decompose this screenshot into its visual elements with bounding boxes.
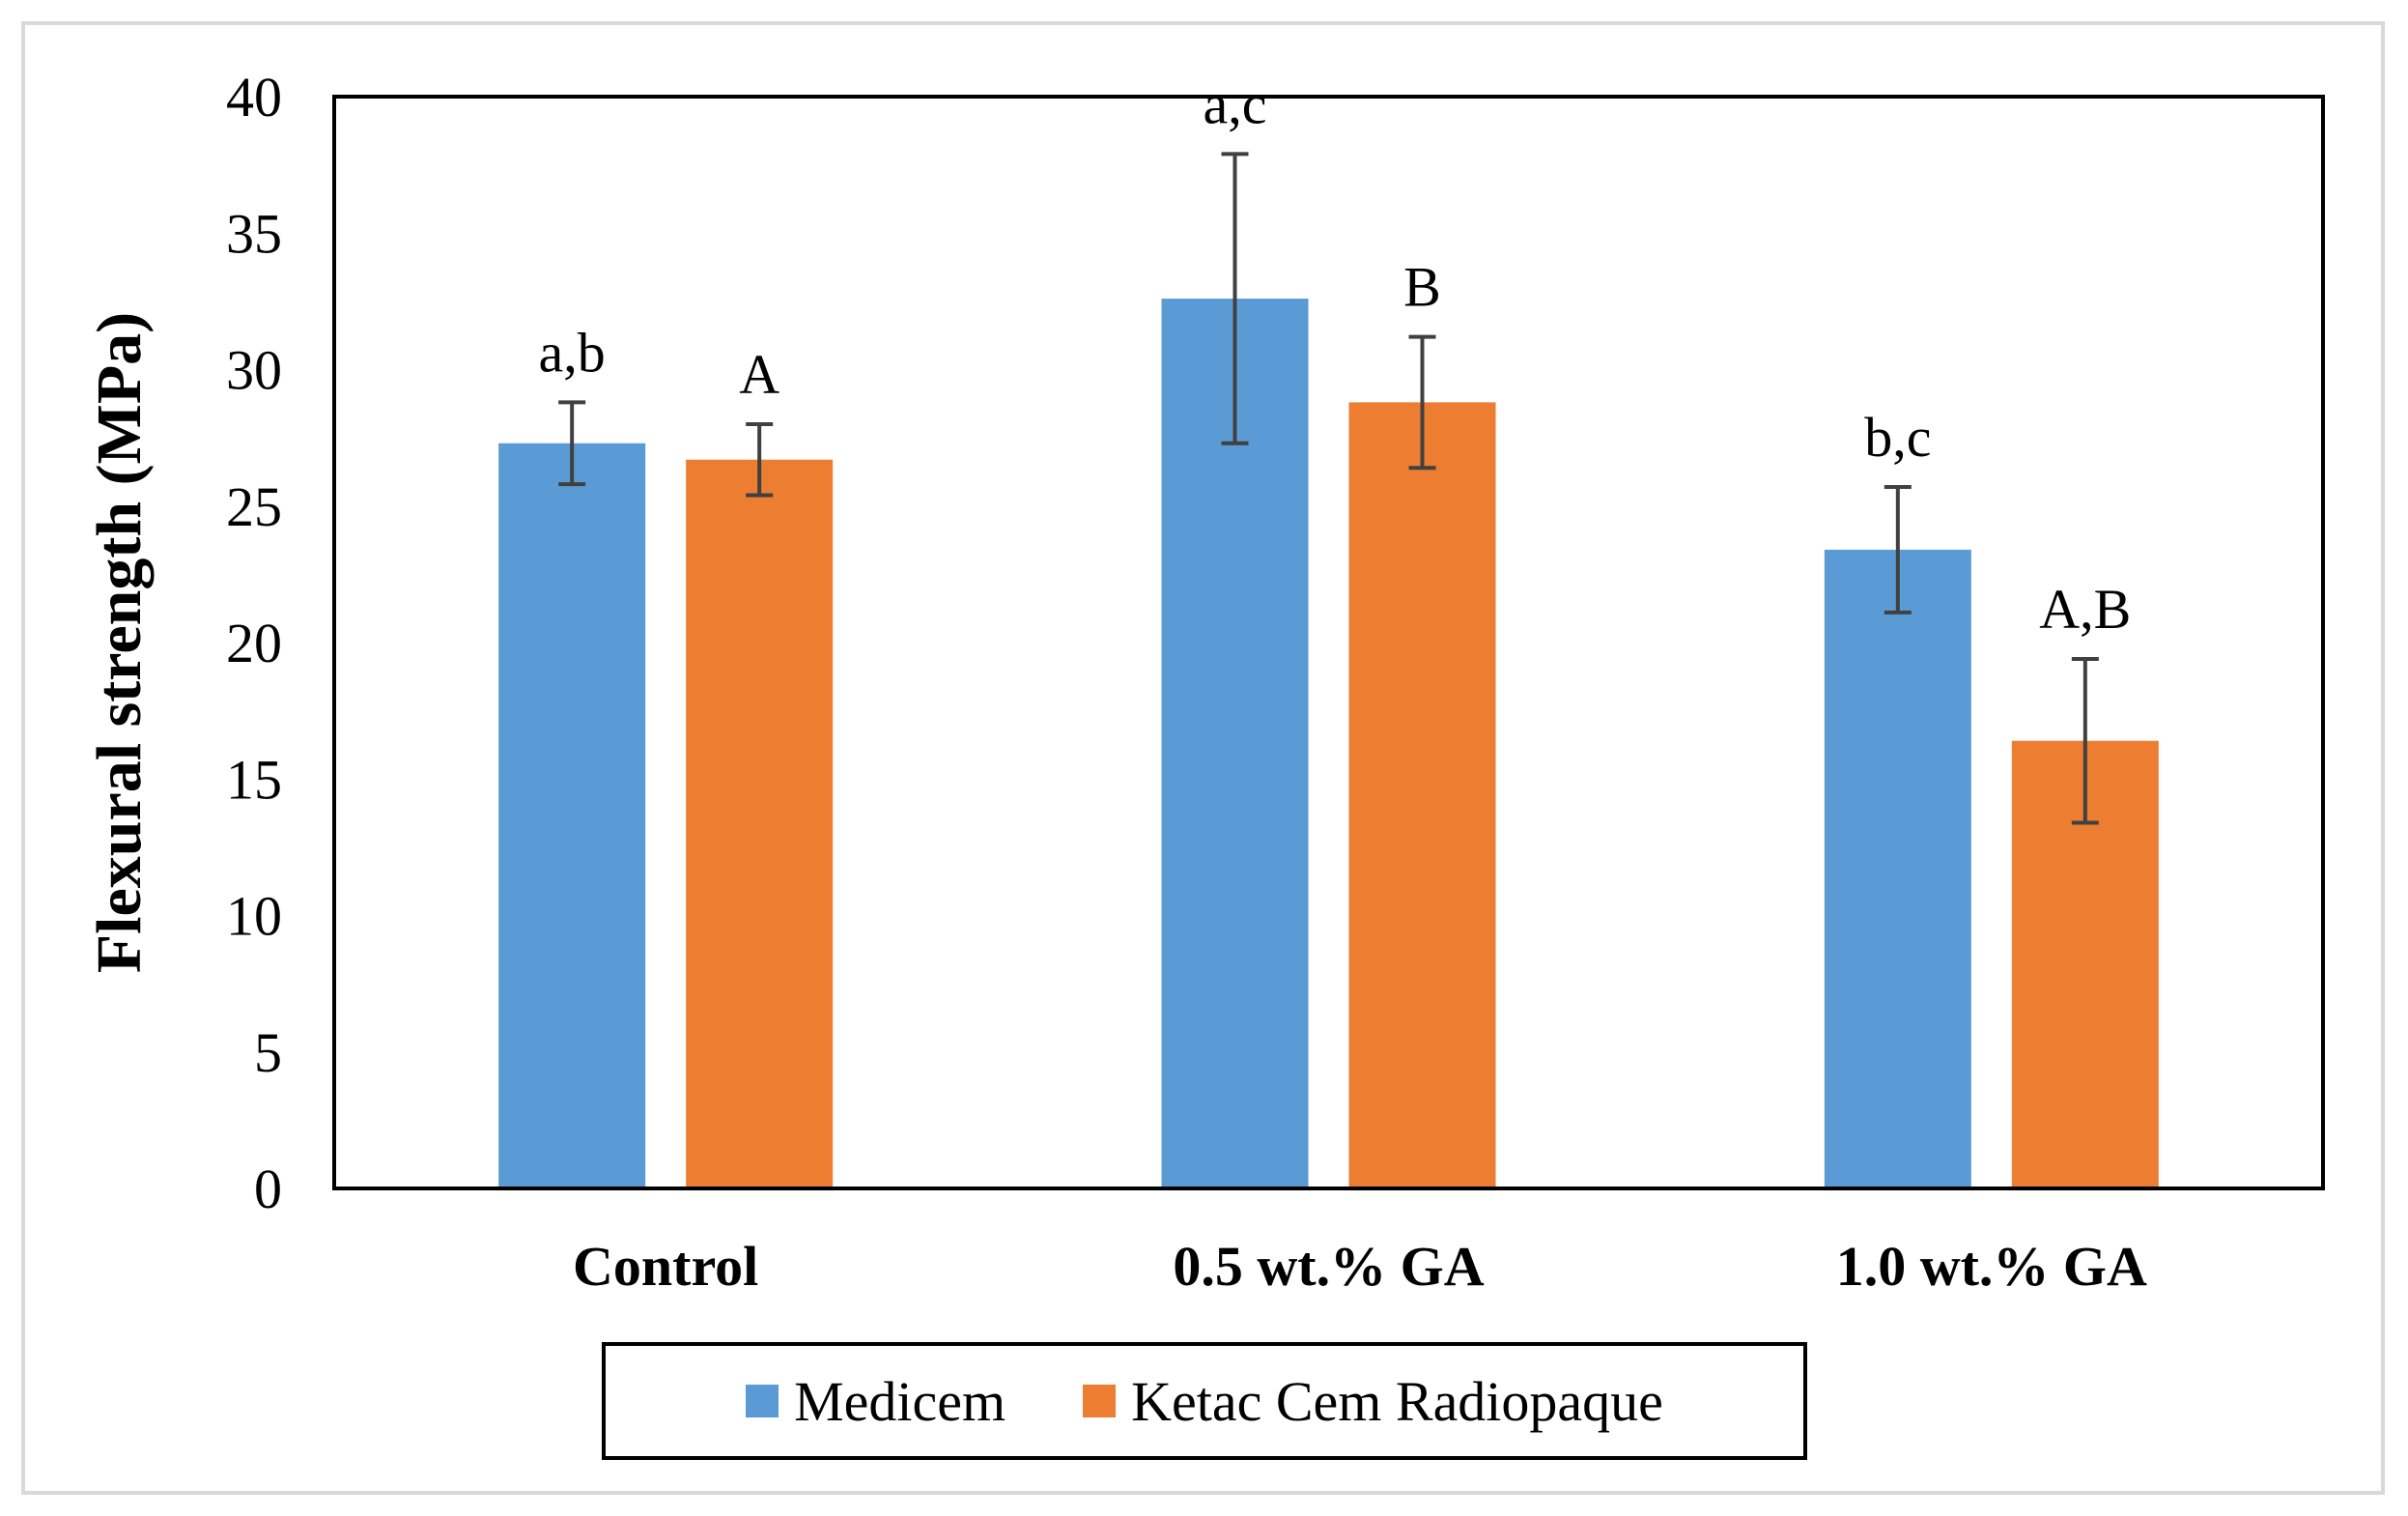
y-tick-label: 40 [226,66,282,129]
x-tick-label: 1.0 wt.% GA [1836,1235,2147,1298]
axis-layer: 0 5 10 15 20 25 30 35 40 Control 0.5 wt.% GA 1.0 wt… [226,66,2147,1298]
y-tick-label: 25 [226,475,282,538]
legend-swatch-medicem [746,1385,779,1417]
legend-item-medicem: Medicem [746,1369,1006,1434]
bars-layer [498,152,2159,1189]
legend-label-ketac: Ketac Cem Radiopaque [1131,1369,1663,1433]
legend-swatch-ketac [1083,1385,1117,1417]
y-tick-label: 35 [226,202,282,265]
bar [686,459,834,1189]
bar [1824,549,1971,1188]
x-tick-label: 0.5 wt.% GA [1173,1235,1484,1298]
y-tick-label: 30 [226,339,282,402]
bar [1348,402,1496,1188]
y-axis-title: Flexural strength (MPa) [84,312,155,973]
y-tick-label: 15 [226,748,282,811]
y-tick-label: 10 [226,885,282,948]
y-tick-label: 0 [254,1158,282,1220]
significance-label: b,c [1864,406,1931,469]
y-tick-label: 20 [226,612,282,674]
legend-item-ketac: Ketac Cem Radiopaque [1083,1369,1663,1434]
significance-label: a,b [539,321,606,384]
y-tick-label: 5 [254,1021,282,1084]
plot-area-frame [332,95,2325,1190]
significance-label: a,c [1204,72,1267,135]
bar [498,443,646,1188]
legend: Medicem Ketac Cem Radiopaque [602,1342,1807,1460]
legend-label-medicem: Medicem [794,1369,1006,1433]
labels-layer: a,b Aa,c Bb,c A,B [539,72,2132,641]
bar [1161,299,1309,1188]
significance-label: A,B [2039,578,2131,641]
significance-label: A [739,343,779,406]
x-tick-label: Control [573,1235,758,1298]
significance-label: B [1403,256,1441,319]
